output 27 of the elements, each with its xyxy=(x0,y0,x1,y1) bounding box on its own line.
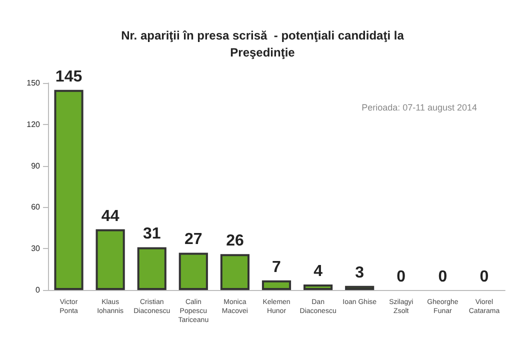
y-tick-label: 60 xyxy=(31,202,41,212)
data-label: 7 xyxy=(272,258,282,276)
bar xyxy=(54,90,84,290)
data-label: 0 xyxy=(438,268,448,286)
bar xyxy=(304,284,333,290)
annotation: Perioada: 07-11 august 2014 xyxy=(362,102,478,112)
y-tick-label: 150 xyxy=(26,78,41,88)
data-label: 31 xyxy=(142,226,161,243)
y-tick-label: 0 xyxy=(36,286,41,294)
data-label: 0 xyxy=(480,268,489,286)
bar xyxy=(137,247,166,290)
data-label: 145 xyxy=(55,68,82,86)
bar xyxy=(178,252,208,290)
y-tick-label: 120 xyxy=(26,120,41,129)
data-label: 4 xyxy=(314,262,323,280)
data-label: 44 xyxy=(101,208,120,225)
data-label: 3 xyxy=(355,264,364,282)
bar xyxy=(96,229,125,290)
bar xyxy=(262,280,292,290)
data-label: 26 xyxy=(226,232,244,250)
chart-title: Nr. apariţii în presa scrisă - potenţiali candidaţi la Preşedinţie xyxy=(121,28,404,60)
data-label: 27 xyxy=(184,231,202,248)
bar xyxy=(345,286,374,290)
y-tick-label: 30 xyxy=(31,244,41,254)
data-label: 0 xyxy=(396,268,406,286)
bar xyxy=(220,254,250,290)
y-tick-label: 90 xyxy=(31,161,41,170)
